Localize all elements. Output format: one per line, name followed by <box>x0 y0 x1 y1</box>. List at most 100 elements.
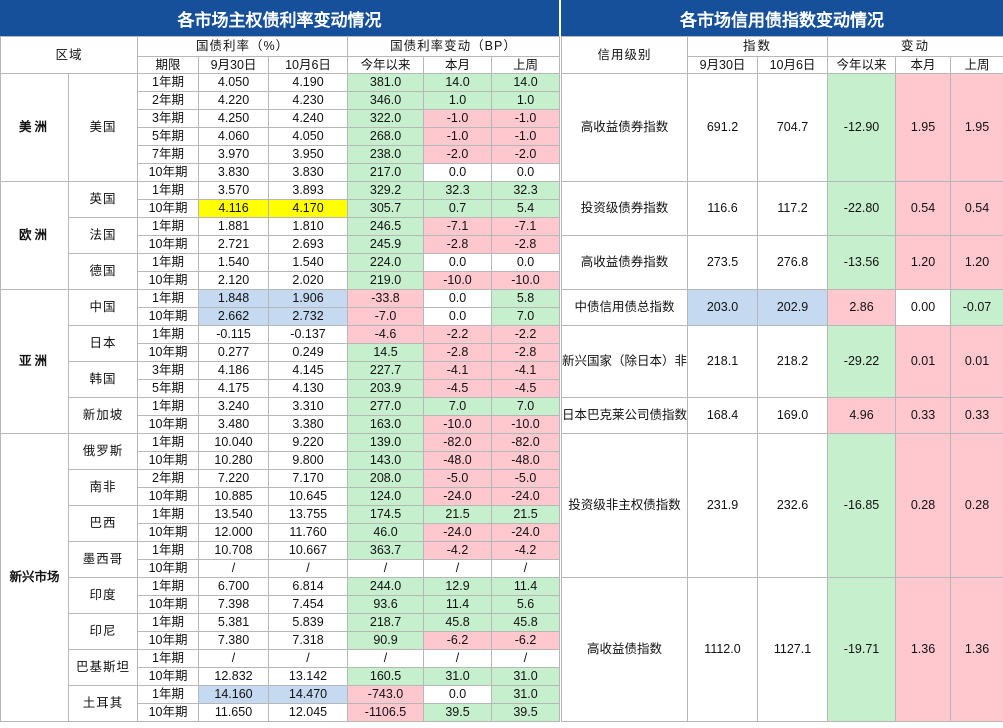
credit-level-cell: 日本巴克莱公司债指数 <box>561 397 688 434</box>
yield-date2-cell: 14.470 <box>268 685 349 704</box>
change-ytd-cell: 14.5 <box>347 343 425 362</box>
table-row: 10年期 7.398 7.454 93.6 11.4 5.6 <box>1 595 561 614</box>
table-row: 巴基斯坦 1年期 / / / / / <box>1 649 561 686</box>
term-cell: 5年期 <box>137 127 200 146</box>
change-last-week-cell: -2.8 <box>491 235 561 254</box>
yield-date1-cell: 10.040 <box>198 433 270 452</box>
yield-date1-cell: / <box>198 649 270 668</box>
change-mtd-cell: -2.2 <box>423 325 493 344</box>
country-label: 印度 <box>67 577 139 614</box>
yield-date1-cell: 10.280 <box>198 451 270 470</box>
table-row: 巴西 1年期 13.540 13.755 174.5 21.5 21.5 <box>1 505 561 542</box>
change-ytd-cell: 2.86 <box>827 289 897 326</box>
change-last-week-cell: -10.0 <box>491 271 561 290</box>
table-row: 法国 1年期 1.881 1.810 246.5 -7.1 -7.1 <box>1 217 561 254</box>
change-mtd-cell: -4.2 <box>423 541 493 560</box>
table-row: 10年期 2.662 2.732 -7.0 0.0 7.0 <box>1 307 561 326</box>
change-last-week-cell: -6.2 <box>491 631 561 650</box>
yield-date2-cell: 1.810 <box>268 217 349 236</box>
yield-date2-cell: 1.906 <box>268 289 349 308</box>
yield-date2-cell: 7.454 <box>268 595 349 614</box>
index-date2-cell: 1127.1 <box>756 577 829 722</box>
credit-level-cell: 中债信用债总指数 <box>561 289 688 326</box>
change-last-week-cell: -24.0 <box>491 523 561 542</box>
change-ytd-cell: / <box>347 649 425 668</box>
yield-date1-cell: 1.540 <box>198 253 270 272</box>
change-mtd-cell: -1.0 <box>423 127 493 146</box>
change-ytd-cell: 346.0 <box>347 91 425 110</box>
yield-date2-cell: 3.310 <box>268 397 349 416</box>
change-ytd-cell: 208.0 <box>347 469 425 488</box>
term-cell: 10年期 <box>137 631 200 650</box>
change-mtd-cell: 0.28 <box>895 433 952 578</box>
change-ytd-cell: -743.0 <box>347 685 425 704</box>
index-date1-cell: 168.4 <box>687 397 758 434</box>
yield-date2-cell: 12.045 <box>268 703 349 722</box>
credit-level-header: 信用级别 <box>561 36 688 74</box>
table-row: 10年期 10.280 9.800 143.0 -48.0 -48.0 <box>1 451 561 470</box>
yield-date2-cell: 4.130 <box>268 379 349 398</box>
change-ytd-cell: -22.80 <box>827 181 897 236</box>
change-ytd-cell: 203.9 <box>347 379 425 398</box>
yield-date2-cell: / <box>268 649 349 668</box>
term-cell: 10年期 <box>137 667 200 686</box>
change-last-week-cell: 32.3 <box>491 181 561 200</box>
region-label: 美洲 <box>0 73 69 182</box>
country-label: 新加坡 <box>67 397 139 434</box>
change-ytd-cell: 277.0 <box>347 397 425 416</box>
yield-date1-cell: 14.160 <box>198 685 270 704</box>
change-ytd-cell: 305.7 <box>347 199 425 218</box>
sovereign-table-body: 区域 国债利率（%） 国债利率变动（BP） 期限 9月30日 10月6日 今年以… <box>0 36 561 722</box>
index-date1-cell: 1112.0 <box>687 577 758 722</box>
index-date2-cell: 202.9 <box>756 289 829 326</box>
yield-date2-cell: 3.380 <box>268 415 349 434</box>
change-last-week-cell: -2.0 <box>491 145 561 164</box>
yield-date2-cell: 4.145 <box>268 361 349 380</box>
term-cell: 1年期 <box>137 289 200 308</box>
yield-date2-cell: 4.050 <box>268 127 349 146</box>
country-label: 法国 <box>67 217 139 254</box>
table-row: 德国 1年期 1.540 1.540 224.0 0.0 0.0 <box>1 253 561 290</box>
country-label: 墨西哥 <box>67 541 139 578</box>
yield-date2-cell: 9.800 <box>268 451 349 470</box>
yield-date1-cell: 3.830 <box>198 163 270 182</box>
yield-date1-cell: 4.220 <box>198 91 270 110</box>
yield-date1-cell: 12.000 <box>198 523 270 542</box>
change-last-week-cell: 1.36 <box>950 577 1003 722</box>
table-row: 10年期 11.650 12.045 -1106.5 39.5 39.5 <box>1 703 561 722</box>
yield-date2-cell: 2.693 <box>268 235 349 254</box>
credit-level-cell: 高收益债指数 <box>561 577 688 722</box>
yield-date1-cell: 3.970 <box>198 145 270 164</box>
change-ytd-cell: -16.85 <box>827 433 897 578</box>
change-mtd-cell: 0.01 <box>895 325 952 398</box>
change-last-week-cell: 0.0 <box>491 253 561 272</box>
date2-header: 10月6日 <box>756 56 829 74</box>
change-mtd-cell: -4.1 <box>423 361 493 380</box>
region-label: 新兴市场 <box>0 433 69 722</box>
change-ytd-cell: -29.22 <box>827 325 897 398</box>
term-cell: 10年期 <box>137 415 200 434</box>
table-row: 日本 1年期 -0.115 -0.137 -4.6 -2.2 -2.2 <box>1 325 561 362</box>
term-cell: 7年期 <box>137 145 200 164</box>
change-last-week-cell: 7.0 <box>491 307 561 326</box>
table-row: 韩国 3年期 4.186 4.145 227.7 -4.1 -4.1 <box>1 361 561 398</box>
change-mtd-cell: -24.0 <box>423 487 493 506</box>
term-cell: 10年期 <box>137 595 200 614</box>
yield-date1-cell: 4.060 <box>198 127 270 146</box>
yield-date1-cell: 10.885 <box>198 487 270 506</box>
table-row: 10年期 7.380 7.318 90.9 -6.2 -6.2 <box>1 631 561 650</box>
yield-date2-cell: 2.732 <box>268 307 349 326</box>
yield-date1-cell: 2.120 <box>198 271 270 290</box>
term-cell: 1年期 <box>137 433 200 452</box>
index-date2-cell: 218.2 <box>756 325 829 398</box>
yield-date2-cell: 7.318 <box>268 631 349 650</box>
yield-date1-cell: 7.220 <box>198 469 270 488</box>
table-row: 土耳其 1年期 14.160 14.470 -743.0 0.0 31.0 <box>1 685 561 722</box>
table-row: 亚洲 中国 1年期 1.848 1.906 -33.8 0.0 5.8 <box>0 289 561 434</box>
yield-date1-cell: 3.480 <box>198 415 270 434</box>
ytd-header: 今年以来 <box>827 56 897 74</box>
change-mtd-cell: -7.1 <box>423 217 493 236</box>
country-label: 南非 <box>67 469 139 506</box>
table-row: 10年期 / / / / / <box>1 559 561 578</box>
